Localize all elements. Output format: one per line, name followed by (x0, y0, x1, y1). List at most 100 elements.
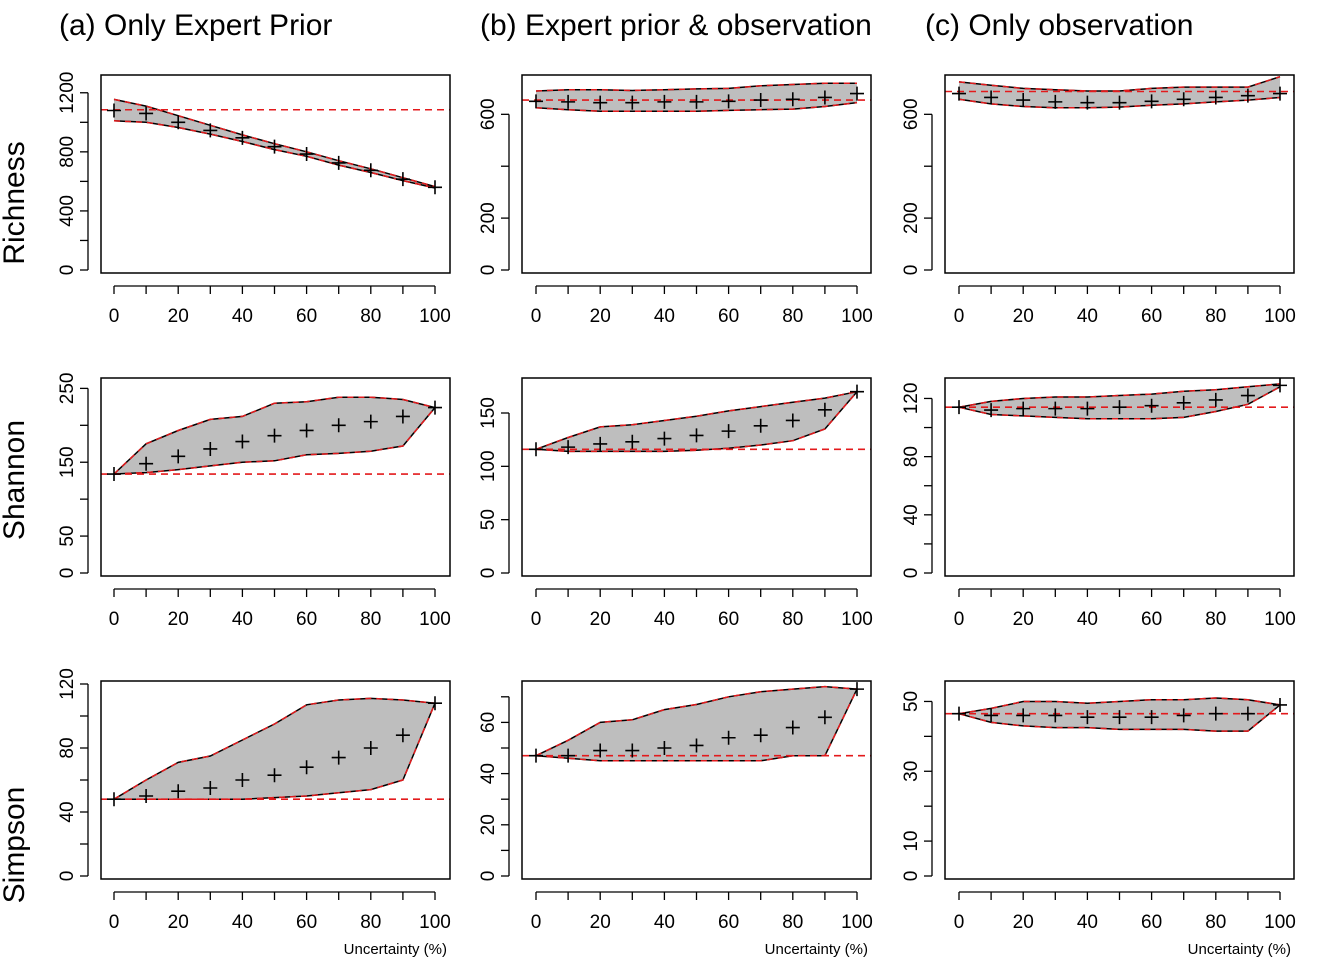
mean-point-simpson-b (593, 743, 608, 758)
mean-point-shannon-c (1080, 401, 1095, 416)
mean-point-shannon-a (171, 449, 186, 464)
mean-point-richness-a (299, 147, 314, 162)
upper-ref-line-shannon-a (113, 396, 436, 475)
lower-ref-line-shannon-a (113, 407, 436, 475)
x-tick-label-simpson-c: 20 (1013, 912, 1034, 933)
mean-point-richness-a (171, 115, 186, 130)
x-tick-label-shannon-b: 80 (782, 609, 803, 630)
x-tick-label-shannon-a: 40 (232, 609, 253, 630)
mean-point-simpson-c (1080, 710, 1095, 725)
mean-point-shannon-c (1016, 401, 1031, 416)
x-tick-label-shannon-a: 20 (168, 609, 189, 630)
y-tick-label-shannon-b: 150 (478, 397, 499, 429)
panel-shannon-c: 0 20 40 60 80 100 0 40 80 120 (901, 377, 1296, 630)
x-tick-label-shannon-a: 100 (419, 609, 451, 630)
x-tick-label-shannon-b: 20 (590, 609, 611, 630)
y-tick-label-simpson-a: 120 (57, 668, 78, 700)
x-tick-label-richness-b: 60 (718, 306, 739, 327)
column-titles: (a) Only Expert Prior (b) Expert prior &… (59, 9, 1193, 42)
x-tick-label-simpson-c: 100 (1264, 912, 1296, 933)
y-tick-label-simpson-b: 20 (478, 814, 499, 835)
mean-point-shannon-a (107, 467, 121, 482)
y-tick-label-shannon-c: 0 (901, 568, 922, 579)
mean-point-richness-a (331, 155, 346, 170)
band-simpson-b (536, 686, 857, 761)
mean-point-shannon-a (203, 441, 218, 456)
y-tick-label-simpson-a: 0 (57, 871, 78, 882)
mean-point-shannon-b (689, 428, 704, 443)
x-tick-label-shannon-c: 40 (1077, 609, 1098, 630)
x-tick-label-simpson-a: 80 (360, 912, 381, 933)
mean-point-shannon-b (850, 384, 864, 399)
mean-point-simpson-c (1176, 708, 1191, 723)
panel-shannon-a: 0 20 40 60 80 100 0 50 150 250 (57, 373, 451, 630)
lower-ref-line-richness-b (535, 101, 858, 112)
col-title-c: (c) Only observation (925, 9, 1193, 42)
y-tick-label-shannon-a: 150 (57, 446, 78, 478)
x-tick-label-richness-b: 20 (590, 306, 611, 327)
y-tick-label-simpson-b: 60 (478, 712, 499, 733)
mean-point-shannon-b (561, 440, 576, 455)
mean-point-shannon-b (785, 413, 800, 428)
y-tick-label-shannon-a: 50 (57, 526, 78, 547)
mean-point-simpson-c (1273, 697, 1287, 712)
y-tick-label-shannon-c: 40 (901, 504, 922, 525)
x-tick-label-shannon-b: 40 (654, 609, 675, 630)
x-tick-label-shannon-b: 60 (718, 609, 739, 630)
mean-point-shannon-b (817, 402, 832, 417)
x-tick-label-simpson-b: 80 (782, 912, 803, 933)
mean-point-shannon-b (657, 431, 672, 446)
x-tick-label-richness-a: 0 (109, 306, 120, 327)
mean-point-simpson-a (203, 781, 218, 795)
upper-ref-line-simpson-c (958, 697, 1281, 715)
plot-box-shannon-c (944, 377, 1295, 577)
mean-point-shannon-c (1273, 378, 1287, 393)
mean-point-simpson-b (753, 728, 768, 743)
mean-point-shannon-a (139, 456, 154, 471)
x-tick-label-shannon-c: 60 (1141, 609, 1162, 630)
mean-point-richness-a (363, 163, 378, 178)
y-tick-label-richness-b: 200 (478, 202, 499, 234)
mean-point-richness-c (1208, 90, 1223, 105)
x-tick-label-simpson-b: 0 (531, 912, 542, 933)
y-tick-label-richness-a: 800 (57, 136, 78, 168)
x-tick-label-shannon-a: 80 (360, 609, 381, 630)
mean-point-simpson-c (1240, 706, 1255, 721)
mean-point-simpson-b (689, 738, 704, 753)
mean-point-simpson-a (331, 750, 346, 765)
mean-point-richness-c (952, 86, 966, 101)
mean-point-shannon-c (984, 403, 999, 418)
mean-point-shannon-c (1176, 395, 1191, 410)
lower-line-richness-a (113, 120, 436, 189)
mean-point-richness-c (1048, 94, 1063, 109)
mean-point-simpson-b (850, 682, 864, 697)
x-tick-label-simpson-b: 60 (718, 912, 739, 933)
upper-ref-line-richness-b (535, 82, 857, 92)
x-tick-label-simpson-b: 20 (590, 912, 611, 933)
panel-richness-b: 0 20 40 60 80 100 0 200 600 (478, 74, 873, 327)
y-tick-label-simpson-a: 40 (57, 801, 78, 822)
col-title-a: (a) Only Expert Prior (59, 9, 332, 42)
mean-point-simpson-a (139, 789, 154, 803)
x-tick-label-simpson-c: 0 (954, 912, 965, 933)
x-tick-label-richness-b: 80 (782, 306, 803, 327)
x-tick-label-richness-c: 100 (1264, 306, 1296, 327)
mean-point-richness-c (984, 90, 999, 105)
mean-point-shannon-b (753, 418, 768, 433)
y-tick-label-shannon-c: 80 (901, 446, 922, 467)
plot-box-richness-a (100, 74, 451, 274)
x-tick-label-shannon-c: 20 (1013, 609, 1034, 630)
y-tick-label-richness-b: 0 (478, 265, 499, 276)
panel-richness-a: 0 20 40 60 80 100 0 400 800 1200 (57, 72, 451, 327)
plot-box-shannon-b (521, 377, 872, 577)
mean-point-shannon-c (1208, 392, 1223, 407)
mean-point-shannon-c (1048, 401, 1063, 416)
mean-point-richness-c (1080, 95, 1095, 110)
y-tick-label-richness-a: 400 (57, 195, 78, 227)
mean-point-shannon-a (235, 434, 250, 449)
x-axis-label-simpson-c: Uncertainty (%) (1188, 941, 1291, 958)
mean-point-richness-c (1144, 94, 1159, 109)
x-tick-label-richness-c: 20 (1013, 306, 1034, 327)
